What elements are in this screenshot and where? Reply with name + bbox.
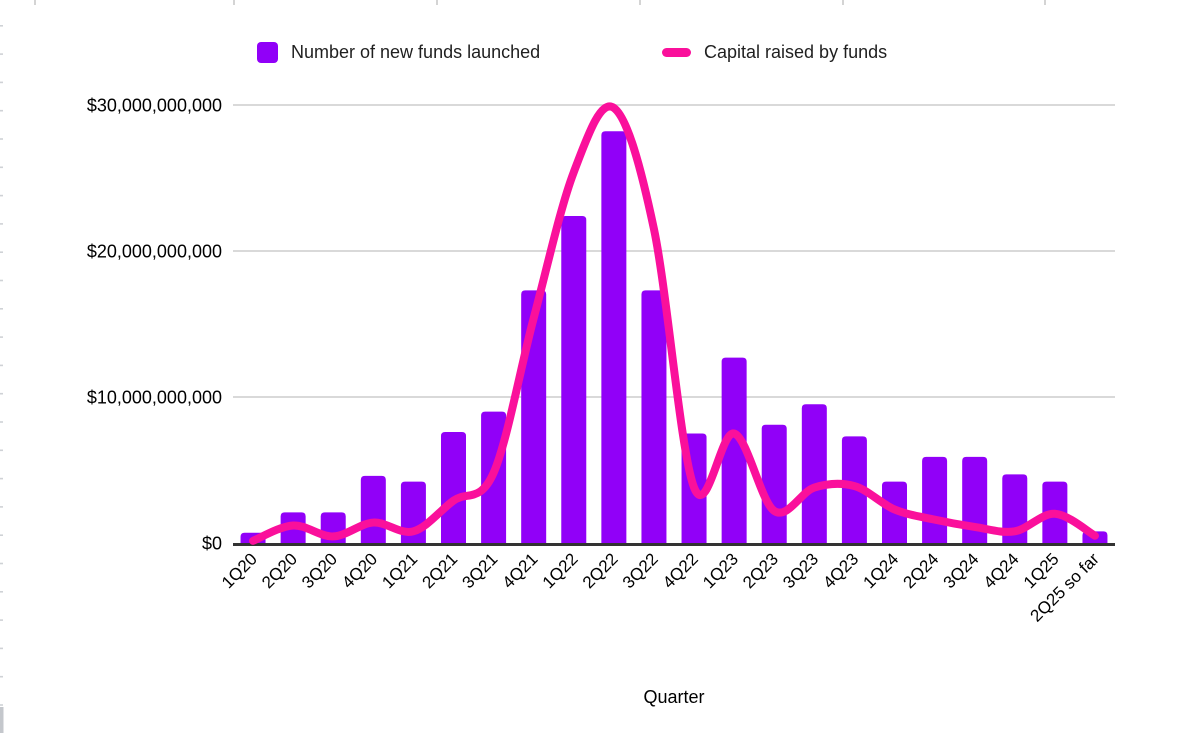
x-axis-tick-label: 4Q22 [659,549,702,592]
sheet-row-gridline-artifact [0,251,3,253]
x-axis-tick-label: 3Q24 [940,549,983,592]
x-axis-tick-label: 2Q24 [900,549,943,592]
sheet-row-gridline-artifact [0,109,3,112]
sheet-row-gridline-artifact [0,619,3,621]
x-axis-tick-label: 4Q20 [338,549,381,592]
legend-item-funds-launched[interactable]: Number of new funds launched [257,40,540,64]
sheet-row-gridline-artifact [0,534,3,536]
sheet-row-gridline-artifact [0,421,3,423]
sheet-row-gridline-artifact [0,25,3,27]
x-axis-tick-label: 4Q24 [980,549,1023,592]
sheet-column-gridline-artifact [639,0,641,5]
x-axis-title: Quarter [643,687,705,707]
sheet-column-gridline-artifact [1044,0,1046,5]
sheet-row-gridline-artifact [0,166,3,169]
sheet-row-gridline-artifact [0,392,3,395]
y-axis-tick-label: $30,000,000,000 [87,96,222,116]
y-axis-tick-label: $20,000,000,000 [87,242,222,262]
sheet-row-gridline-artifact [0,506,3,508]
bar-1Q22[interactable] [561,215,587,543]
sheet-column-gridline-artifact [842,0,844,5]
sheet-row-gridline-artifact [0,223,3,225]
sheet-row-gridline-artifact [0,279,3,282]
bar-1Q23[interactable] [721,357,747,543]
x-axis-tick-label: 1Q22 [539,549,582,592]
sheet-row-gridline-artifact [0,477,3,480]
legend-item-capital-raised[interactable]: Capital raised by funds [662,40,887,64]
sheet-row-gridline-artifact [0,194,3,197]
legend-label-funds-launched: Number of new funds launched [291,41,541,62]
sheet-row-gridline-artifact [0,704,3,706]
sheet-row-gridline-artifact [0,449,3,452]
sheet-column-gridline-artifact [436,0,438,5]
bar-3Q22[interactable] [641,290,667,543]
y-axis-tick-label: $10,000,000,000 [87,388,222,408]
sheet-row-gridline-artifact [0,81,3,84]
line-series-swatch-icon [662,47,691,57]
sheet-row-gridline-artifact [0,647,3,650]
sheet-row-gridline-artifact [0,364,3,367]
sheet-row-gridline-artifact [0,336,3,338]
x-axis-tick-label: 3Q21 [459,549,502,592]
x-axis-tick-label: 2Q22 [579,549,622,592]
x-axis-tick-label: 1Q24 [859,549,902,592]
sheet-row-gridline-artifact [0,138,3,140]
y-axis-tick-label: $0 [202,534,222,554]
bar-2Q22[interactable] [601,131,627,543]
bar-3Q24[interactable] [962,456,988,543]
bar-2Q23[interactable] [761,424,787,543]
x-axis-tick-label: 2Q20 [258,549,301,592]
sheet-row-gridline-artifact [0,591,3,593]
x-axis-tick-label: 2Q21 [418,549,461,592]
x-axis-tick-label: 1Q23 [699,549,742,592]
sheet-column-gridline-artifact [34,0,36,5]
bar-4Q20[interactable] [360,475,386,543]
x-axis-tick-label: 3Q23 [779,549,822,592]
bar-3Q23[interactable] [801,404,827,543]
x-axis-tick-label: 3Q22 [619,549,662,592]
sheet-row-gridline-artifact [0,308,3,310]
sheet-row-gridline-artifact [0,53,3,55]
sheet-edge-artifact [0,707,4,733]
sheet-row-gridline-artifact [0,675,3,678]
bar-2Q21[interactable] [441,432,466,543]
x-axis-tick-label: 3Q20 [298,549,341,592]
bar-series-swatch-icon [257,41,278,63]
x-axis-tick-label: 1Q21 [378,549,421,592]
sheet-row-gridline-artifact [0,562,3,565]
x-axis-tick-label: 2Q23 [739,549,782,592]
bar-2Q24[interactable] [922,456,948,543]
capital-raised-line[interactable] [249,102,1099,545]
sheet-column-gridline-artifact [233,0,235,5]
x-axis-tick-label: 4Q21 [499,549,542,592]
x-axis-tick-label: 4Q23 [819,549,862,592]
legend-label-capital-raised: Capital raised by funds [704,41,888,62]
x-axis-tick-label: 1Q20 [218,549,261,592]
